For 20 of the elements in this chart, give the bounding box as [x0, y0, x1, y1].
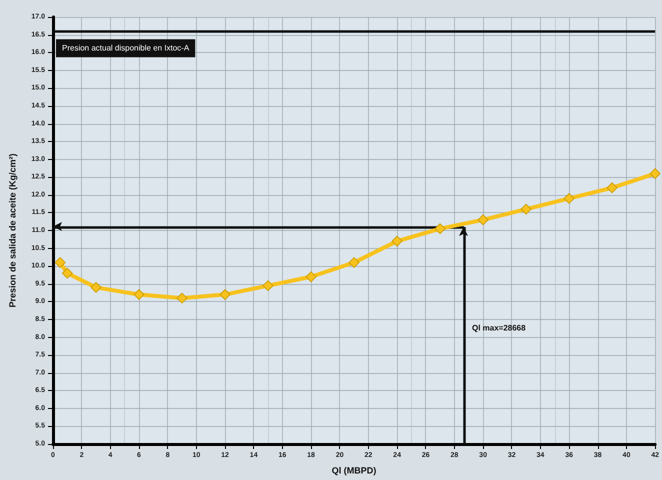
point [434, 223, 446, 234]
point [62, 268, 73, 279]
point [478, 214, 488, 226]
point [306, 271, 316, 282]
point [220, 289, 230, 300]
point [392, 236, 402, 247]
y-axis-title: Presion de salida de aceite (Kg/cm²) [8, 153, 18, 308]
point [134, 289, 144, 300]
point [176, 292, 188, 304]
point [262, 280, 274, 292]
point [348, 257, 360, 268]
point [90, 282, 102, 293]
point [564, 193, 574, 204]
point [606, 182, 618, 194]
ref-line-label: Presion actual disponible en Ixtoc-A [62, 44, 190, 53]
x-axis-title: Ql (MBPD) [332, 466, 376, 476]
point [54, 257, 66, 268]
ref-line-label: Ql max=28668 [472, 324, 526, 332]
point [520, 204, 532, 215]
point [650, 168, 661, 179]
